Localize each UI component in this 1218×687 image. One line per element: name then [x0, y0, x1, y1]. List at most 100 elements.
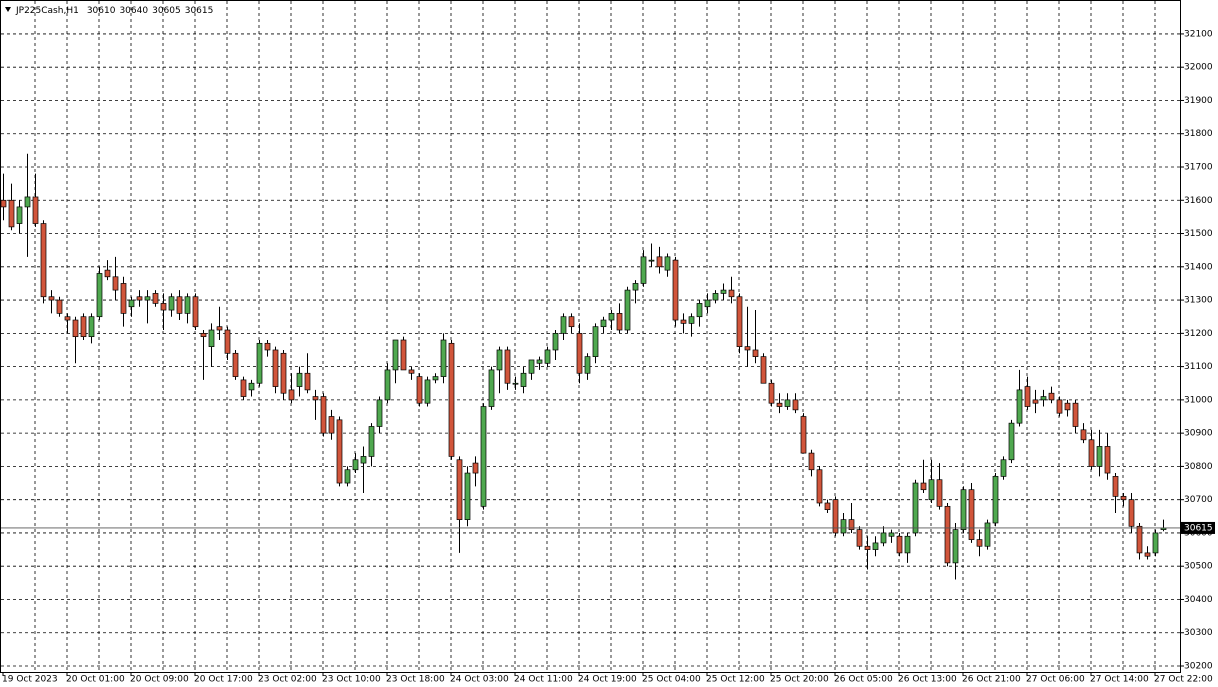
- candle-body: [1032, 399, 1039, 404]
- candle-body: [1040, 396, 1047, 401]
- open-value: 30610: [87, 6, 116, 16]
- candle-body: [784, 399, 791, 407]
- candle-body: [480, 406, 487, 507]
- candle-body: [928, 479, 935, 501]
- candle-body: [984, 522, 991, 547]
- candle-body: [528, 359, 535, 374]
- candle-body: [512, 382, 519, 385]
- y-tick-label: 31300: [1184, 296, 1213, 306]
- x-tick-label: 24 Oct 03:00: [450, 675, 509, 685]
- candle-body: [1016, 389, 1023, 424]
- x-tick-label: 20 Oct 01:00: [66, 675, 125, 685]
- candle-body: [264, 342, 271, 351]
- candle-body: [992, 476, 999, 524]
- candle-body: [272, 349, 279, 387]
- candle-body: [664, 256, 671, 271]
- candle-body: [632, 283, 639, 291]
- candle-body: [1088, 439, 1095, 467]
- candle-body: [768, 382, 775, 404]
- x-tick-label: 25 Oct 12:00: [706, 675, 765, 685]
- y-tick-label: 31700: [1184, 163, 1213, 173]
- candle-body: [776, 402, 783, 407]
- candle-body: [1064, 402, 1071, 411]
- x-tick-label: 26 Oct 21:00: [962, 675, 1021, 685]
- candle-body: [192, 296, 199, 328]
- candle-body: [248, 382, 255, 391]
- candle-body: [48, 296, 55, 301]
- x-tick-label: 20 Oct 17:00: [194, 675, 253, 685]
- plot-frame: [0, 0, 1181, 673]
- candle-body: [880, 532, 887, 544]
- candle-body: [1000, 459, 1007, 477]
- candle-body: [184, 296, 191, 314]
- candle-body: [704, 299, 711, 308]
- candle-body: [608, 313, 615, 321]
- candle-body: [904, 535, 911, 554]
- x-tick-label: 25 Oct 04:00: [642, 675, 701, 685]
- candle-body: [840, 519, 847, 534]
- candle-body: [872, 542, 879, 550]
- y-tick-label: 30700: [1184, 495, 1213, 505]
- price-label: 30615: [1184, 523, 1213, 533]
- candle-body: [456, 459, 463, 520]
- price-label-box: [1181, 521, 1215, 534]
- candle-body: [216, 326, 223, 331]
- candle-body: [552, 332, 559, 351]
- candle-body: [224, 329, 231, 354]
- candle-body: [312, 396, 319, 401]
- candle-body: [720, 289, 727, 294]
- candle-body: [760, 356, 767, 384]
- candle-body: [896, 535, 903, 554]
- candle-body: [504, 349, 511, 384]
- candle-body: [80, 316, 87, 338]
- candle-body: [16, 206, 23, 224]
- candle-body: [680, 319, 687, 324]
- candle-body: [816, 469, 823, 504]
- high-value: 30640: [119, 6, 148, 16]
- candle-body: [1136, 525, 1143, 554]
- candle-body: [8, 199, 15, 228]
- candle-body: [0, 199, 7, 208]
- candle-body: [128, 299, 135, 308]
- x-tick-label: 27 Oct 22:00: [1154, 675, 1213, 685]
- candle-body: [1008, 422, 1015, 461]
- candle-body: [32, 196, 39, 224]
- menu-arrow: [5, 7, 11, 12]
- candle-body: [824, 502, 831, 511]
- candle-body: [1120, 495, 1127, 501]
- candle-body: [344, 469, 351, 484]
- x-tick-label: 27 Oct 14:00: [1090, 675, 1149, 685]
- candle-body: [792, 399, 799, 411]
- candle-body: [672, 259, 679, 321]
- candle-body: [376, 399, 383, 427]
- candle-body: [544, 349, 551, 364]
- candle-body: [856, 529, 863, 547]
- candle-body: [1112, 476, 1119, 497]
- x-tick-label: 24 Oct 11:00: [514, 675, 573, 685]
- candle-body: [392, 339, 399, 371]
- candle-body: [88, 316, 95, 338]
- close-value: 30615: [185, 6, 214, 16]
- candle-body: [968, 489, 975, 540]
- candle-body: [56, 299, 63, 314]
- candle-body: [488, 369, 495, 407]
- candle-body: [176, 296, 183, 314]
- candle-body: [848, 519, 855, 530]
- candle-body: [952, 529, 959, 564]
- candle-body: [384, 369, 391, 401]
- symbol: JP225Cash,H1: [15, 6, 79, 16]
- y-tick-label: 31800: [1184, 129, 1213, 139]
- candle-body: [208, 329, 215, 347]
- candle-body: [112, 276, 119, 291]
- candle-body: [744, 346, 751, 351]
- candle-body: [256, 342, 263, 384]
- candle-body: [440, 339, 447, 377]
- y-tick-label: 30900: [1184, 429, 1213, 439]
- candle-body: [712, 293, 719, 301]
- candle-body: [936, 479, 943, 507]
- candle-body: [960, 489, 967, 530]
- candle-body: [96, 273, 103, 318]
- candle-body: [688, 316, 695, 324]
- candle-body: [408, 369, 415, 374]
